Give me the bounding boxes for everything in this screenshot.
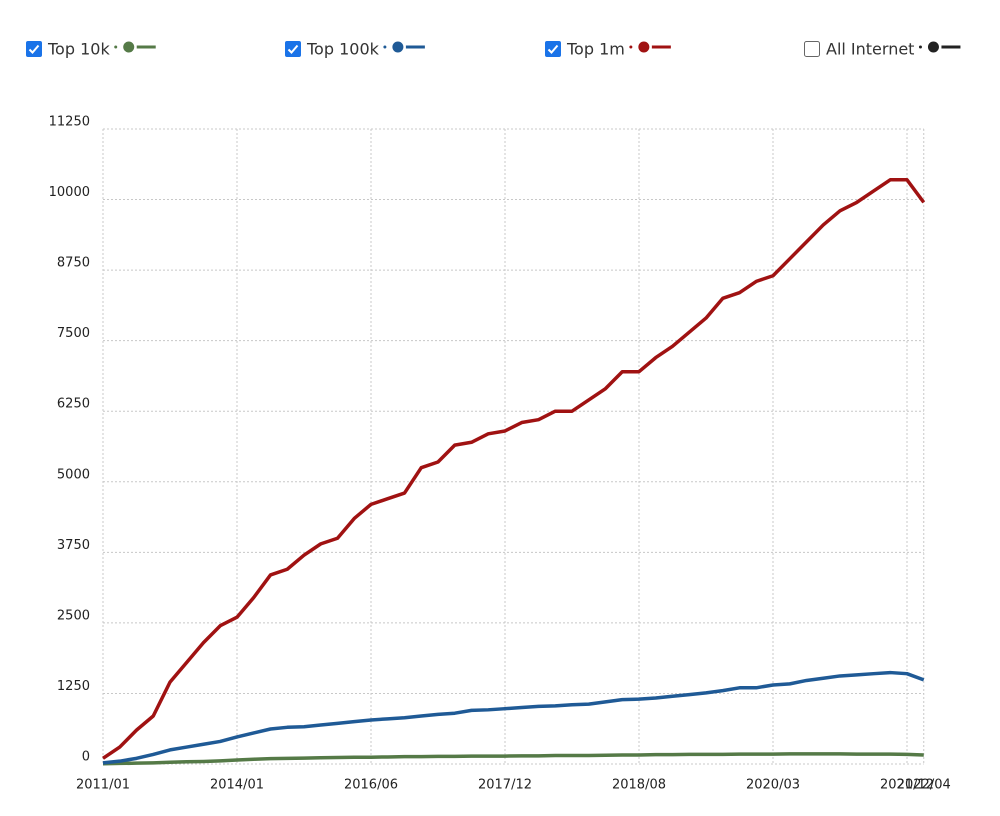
y-tick-label: 11250 <box>49 115 90 130</box>
y-tick-label: 8750 <box>57 256 90 271</box>
legend-marker <box>392 41 404 53</box>
x-tick-label: 2017/12 <box>478 778 532 793</box>
legend-dot <box>383 45 387 49</box>
x-tick-label: 2016/06 <box>344 778 398 793</box>
y-tick-label: 5000 <box>57 467 90 482</box>
y-tick-label: 3750 <box>57 538 90 553</box>
legend-label[interactable]: Top 1m <box>566 40 625 59</box>
checkmark <box>28 44 40 54</box>
y-tick-label: 6250 <box>57 397 90 412</box>
y-tick-label: 0 <box>82 750 90 765</box>
legend-marker <box>927 41 939 53</box>
x-tick-label: 2020/03 <box>746 778 800 793</box>
x-tick-label: 2021/12 <box>880 778 934 793</box>
y-tick-label: 10000 <box>49 185 90 200</box>
legend-label[interactable]: All Internet <box>826 40 914 59</box>
y-tick-label: 7500 <box>57 326 90 341</box>
x-tick-label: 2011/01 <box>76 778 130 793</box>
legend-dot <box>918 45 922 49</box>
legend-label[interactable]: Top 100k <box>306 40 380 59</box>
series-line <box>102 752 924 766</box>
checkbox[interactable] <box>545 41 561 57</box>
legend-label[interactable]: Top 10k <box>47 40 110 59</box>
legend-dot <box>629 45 633 49</box>
legend-marker <box>123 41 135 53</box>
checkbox[interactable] <box>804 41 820 57</box>
legend-dot <box>114 45 118 49</box>
checkmark <box>287 44 299 54</box>
checkbox[interactable] <box>285 41 301 57</box>
checkbox[interactable] <box>26 41 42 57</box>
legend-marker <box>638 41 650 53</box>
y-tick-label: 1250 <box>57 679 90 694</box>
series-line <box>102 670 925 765</box>
series-line <box>102 178 926 760</box>
y-tick-label: 2500 <box>57 608 90 623</box>
x-tick-label: 2014/01 <box>210 778 264 793</box>
x-tick-label: 2022/04 <box>897 778 951 793</box>
checkmark <box>547 44 559 54</box>
x-tick-label: 2018/08 <box>612 778 666 793</box>
